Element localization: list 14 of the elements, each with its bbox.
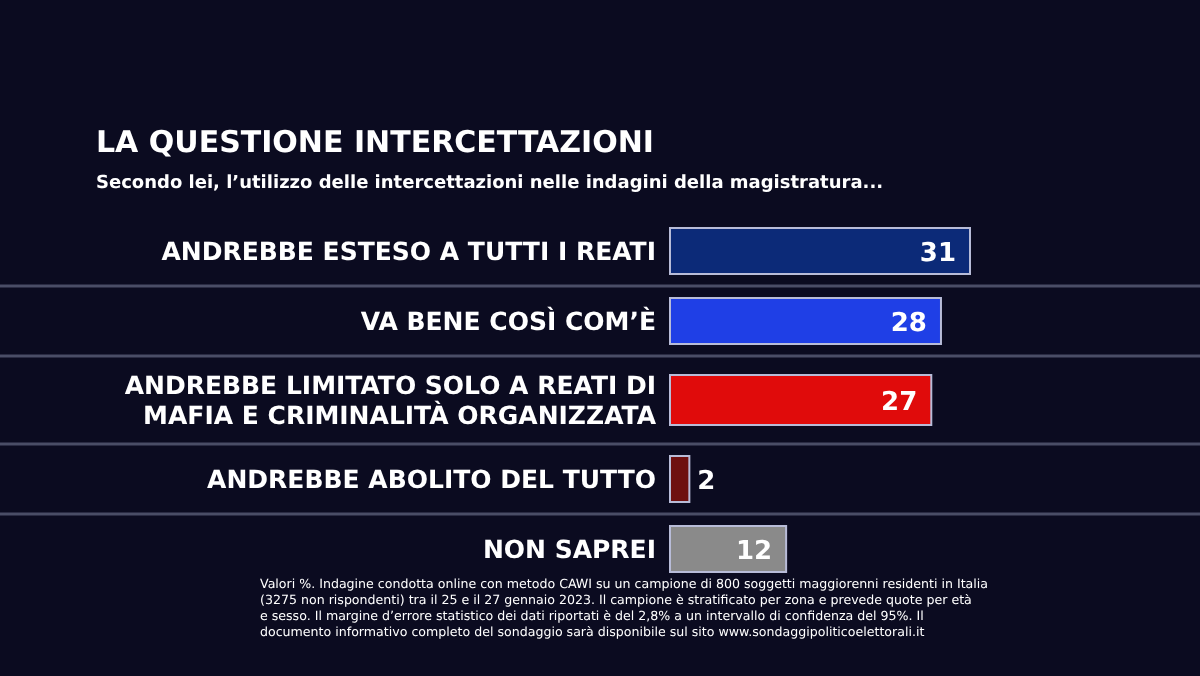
data-label: 27 [881, 388, 918, 418]
y-tick-label: ANDREBBE LIMITATO SOLO A REATI DI MAFIA E CRIMINALITÀ ORGANIZZATA [124, 370, 657, 430]
text: Secondo lei, l’utilizzo delle intercettazioni nelle indagini della magistratura... [96, 174, 884, 194]
y-tick-label: NON SAPREI [482, 534, 656, 564]
y-tick-label: ANDREBBE ESTESO A TUTTI I REATI [161, 236, 656, 266]
y-tick-label: VA BENE COSÌ COM’È [360, 306, 656, 336]
data-label: 28 [890, 309, 927, 339]
data-label: 2 [697, 467, 716, 497]
data-label: 12 [735, 537, 773, 567]
data-label: 31 [919, 239, 956, 269]
text: LA QUESTIONE INTERCETTAZIONI [96, 124, 654, 160]
y-tick-label: ANDREBBE ABOLITO DEL TUTTO [207, 464, 656, 494]
bar [669, 227, 971, 275]
bar [669, 525, 788, 573]
